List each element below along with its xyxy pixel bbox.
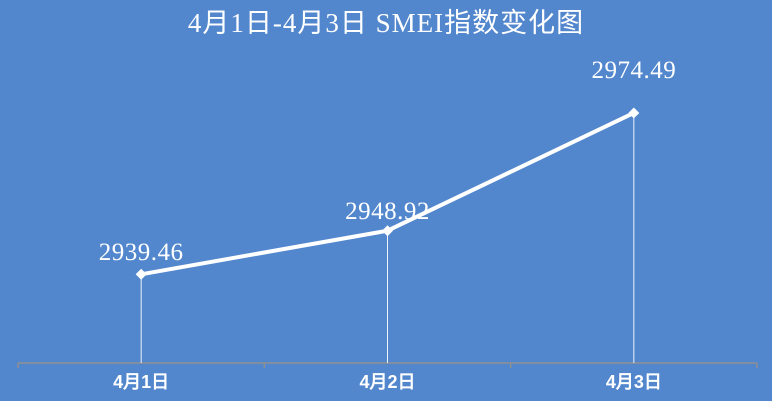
data-label-apr2: 2948.92 [345, 197, 430, 225]
data-point-marker [628, 107, 640, 119]
data-point-marker [382, 225, 393, 237]
data-label-apr3: 2974.49 [591, 56, 677, 84]
x-axis-label-apr3: 4月3日 [605, 372, 662, 392]
data-point-marker [135, 268, 147, 280]
x-axis-label-apr1: 4月1日 [113, 372, 170, 392]
data-label-apr1: 2939.46 [98, 239, 184, 267]
x-axis-label-apr2: 4月2日 [359, 372, 416, 392]
chart-title: 4月1日-4月3日 SMEI指数变化图 [187, 8, 585, 38]
